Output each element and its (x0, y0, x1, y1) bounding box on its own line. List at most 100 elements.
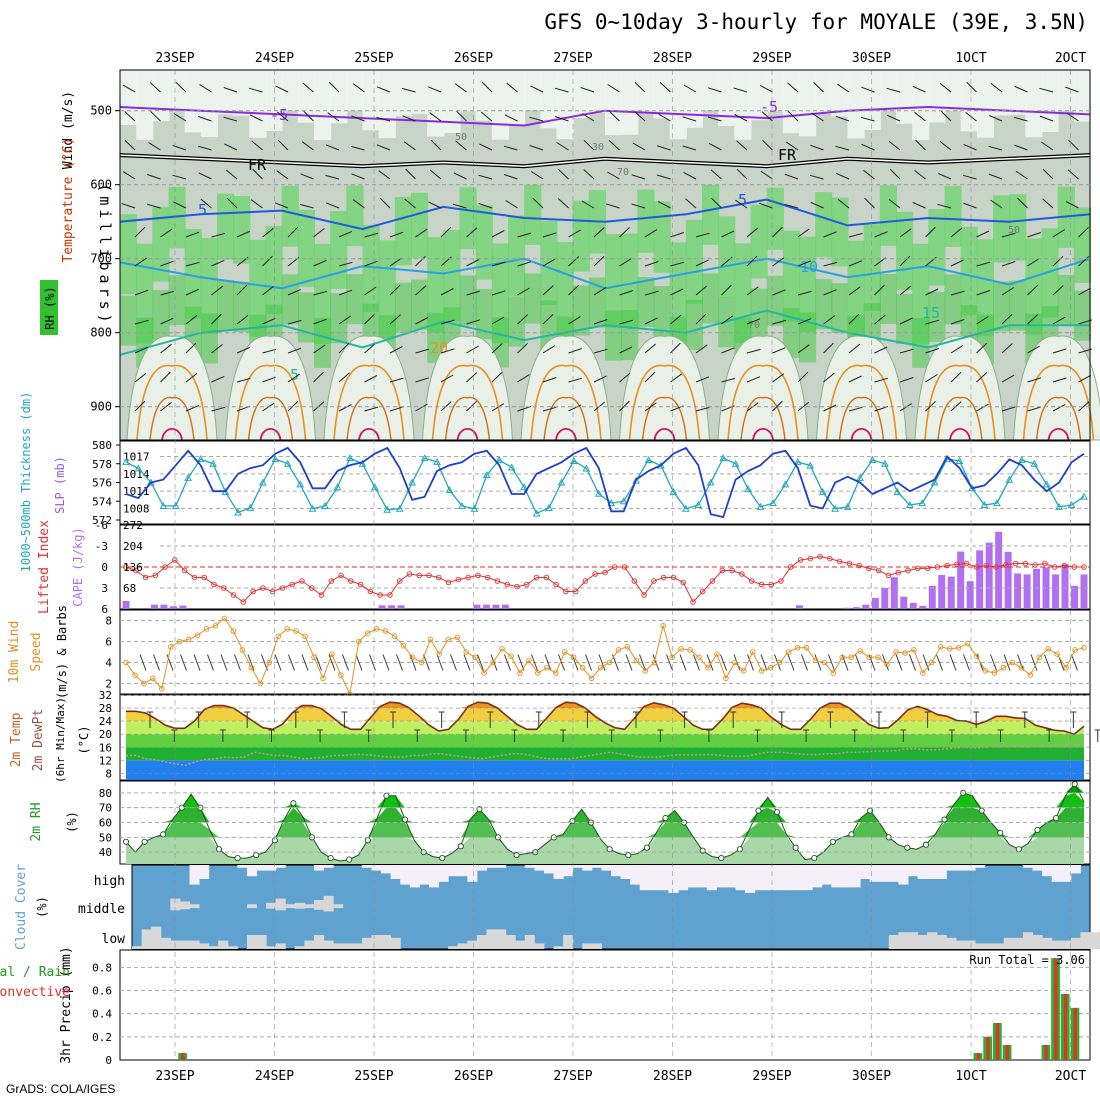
rh-dry-band (896, 70, 913, 124)
rh-moist-band (945, 275, 962, 325)
high-cloud-clear (745, 865, 755, 893)
cape-bar (1062, 564, 1069, 609)
rh-dry-band (460, 70, 477, 111)
cape-bar (160, 605, 167, 609)
low-cloud-fill (314, 935, 324, 949)
rh-dry-band (169, 70, 186, 111)
rh-moist-band (654, 286, 671, 336)
rh-dry-band (120, 70, 137, 125)
low-cloud-fill (975, 943, 985, 949)
cape-bar (957, 552, 964, 609)
rh-dry-band (783, 70, 800, 133)
rh-moist-band (201, 313, 218, 363)
high-cloud-clear (592, 865, 602, 868)
low-cloud-fill (142, 929, 152, 949)
rh-marker (142, 839, 147, 844)
high-cloud-clear (1071, 865, 1081, 873)
high-cloud-clear (429, 865, 439, 887)
cape-bar (123, 601, 130, 609)
rh-marker (402, 817, 407, 822)
ytick-label-temp: 20 (99, 728, 112, 741)
rh-dry-band (686, 70, 703, 128)
ytick-label-rh: 70 (99, 802, 112, 815)
high-cloud-clear (1061, 865, 1071, 882)
contour-label: 5 (738, 191, 747, 209)
rh-moist-band (767, 188, 784, 250)
rh-dry-band (961, 70, 978, 131)
cape-bar (1005, 552, 1012, 609)
label-precip-total: Total / Rain (0, 965, 70, 980)
high-cloud-clear (764, 865, 774, 890)
rh-marker (328, 855, 333, 860)
high-cloud-clear (276, 865, 286, 868)
low-cloud-fill (1033, 935, 1043, 949)
precip-convective-bar (986, 1037, 989, 1060)
precip-convective-bar (1074, 1008, 1077, 1060)
label-temp-unit: (°C) (77, 726, 91, 755)
date-label-top: 2OCT (1055, 51, 1086, 66)
rh-moist-band (993, 282, 1010, 332)
rh-dry-band (379, 70, 396, 138)
low-cloud-fill (1023, 932, 1033, 949)
low-cloud-fill (257, 935, 267, 949)
high-cloud-clear (640, 865, 650, 890)
rh-marker (607, 847, 612, 852)
rh-marker (849, 832, 854, 837)
high-cloud-clear (362, 865, 372, 868)
low-cloud-fill (391, 938, 401, 949)
rh-moist-band (686, 300, 703, 350)
high-cloud-clear (467, 865, 477, 882)
rh-moist-band (637, 277, 654, 327)
ytick-label-wind: 4 (105, 657, 112, 670)
label-minmax: (6hr Min/Max) (54, 697, 67, 783)
chart-title: GFS 0~10day 3-hourly for MOYALE (39E, 3.… (544, 10, 1088, 34)
rh-moist-band (443, 230, 460, 321)
rh-dry-band (831, 70, 848, 117)
ytick-label-li: 0 (101, 561, 108, 574)
high-cloud-clear (1042, 865, 1052, 876)
cape-bar (151, 605, 158, 609)
date-label-top: 27SEP (553, 51, 592, 66)
cape-bar (995, 532, 1002, 609)
high-cloud-clear (812, 865, 822, 887)
contour-label: 20 (430, 339, 448, 357)
date-label-top: 29SEP (752, 51, 791, 66)
low-cloud-fill (927, 932, 937, 949)
low-cloud-fill (956, 941, 966, 949)
high-cloud-clear (189, 865, 199, 885)
low-cloud-fill (946, 938, 956, 949)
cape-bar (1052, 574, 1059, 609)
rh-moist-band (751, 205, 768, 279)
ytick-label-cape: 204 (123, 540, 143, 553)
low-cloud-fill (486, 929, 496, 949)
cape-bar (1071, 586, 1078, 609)
rh-moist-band (298, 210, 315, 287)
low-cloud-fill (563, 935, 573, 949)
rh-dry-band (912, 70, 929, 140)
ytick-label-precip: 0.4 (92, 1008, 112, 1021)
rh-marker (998, 830, 1003, 835)
ytick-label-temp: 28 (99, 702, 112, 715)
high-cloud-clear (199, 865, 209, 879)
low-cloud-fill (554, 946, 564, 949)
cape-bar (891, 577, 898, 609)
low-cloud-fill (1061, 941, 1071, 949)
high-cloud-clear (822, 865, 832, 885)
label-slp: SLP (mb) (53, 456, 67, 514)
rh-dry-band (864, 70, 881, 130)
rh-dry-band (346, 70, 363, 110)
high-cloud-clear (486, 865, 496, 868)
precip-convective-bar (1054, 958, 1057, 1060)
rh-dry-band (637, 70, 654, 112)
ytick-label-slp: 1011 (123, 485, 150, 498)
low-cloud-fill (937, 935, 947, 949)
cape-bar (976, 550, 983, 609)
rh-moist-band (330, 293, 347, 343)
mid-cloud-clear (276, 899, 286, 911)
cape-bar (843, 608, 850, 609)
rh-dry-band (1009, 70, 1026, 115)
cape-bar (179, 606, 186, 609)
low-cloud-fill (352, 943, 362, 949)
footer-credit: GrADS: COLA/IGES (6, 1082, 115, 1096)
